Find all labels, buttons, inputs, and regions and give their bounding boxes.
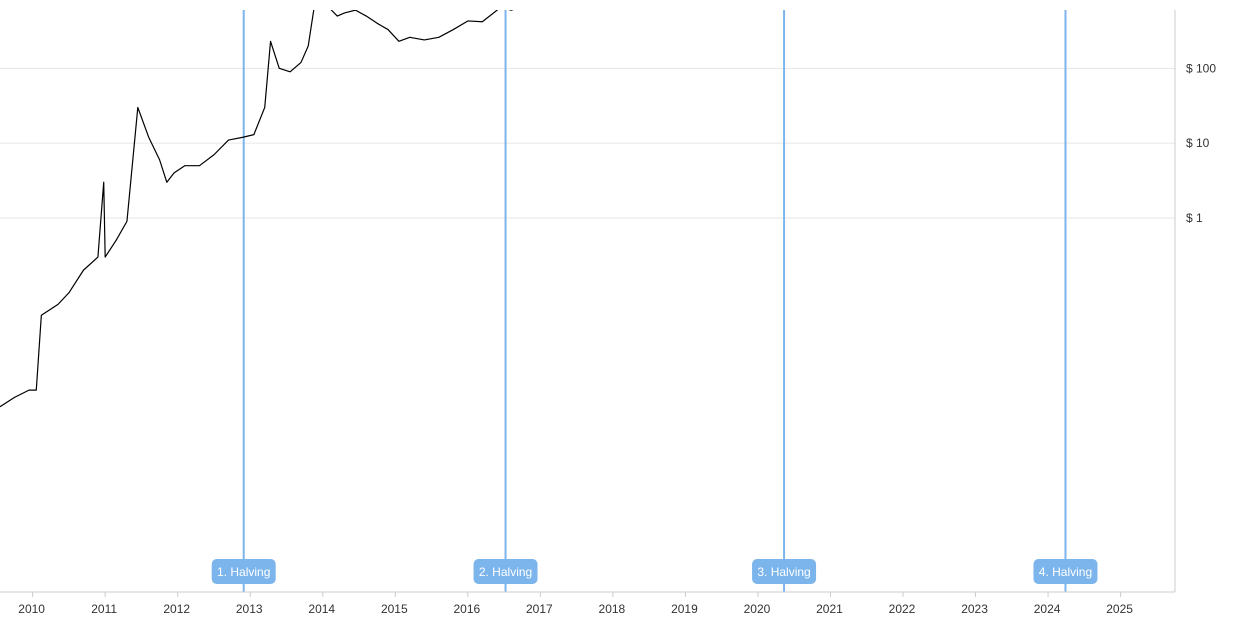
halving-label-box	[752, 559, 817, 584]
x-tick-label: 2025	[1106, 602, 1133, 616]
x-tick-label: 2015	[381, 602, 408, 616]
x-tick-label: 2017	[526, 602, 553, 616]
halving-label: 1. Halving	[217, 565, 270, 579]
price-line	[0, 10, 514, 408]
x-tick-label: 2011	[91, 602, 117, 616]
x-tick-label: 2019	[671, 602, 698, 616]
x-tick-label: 2012	[163, 602, 190, 616]
y-tick-label: $ 100	[1186, 61, 1216, 75]
x-tick-label: 2023	[961, 602, 988, 616]
x-tick-label: 2010	[18, 602, 45, 616]
x-tick-label: 2013	[236, 602, 263, 616]
x-tick-label: 2016	[453, 602, 480, 616]
y-tick-label: $ 1	[1186, 211, 1203, 225]
halving-label: 4. Halving	[1039, 565, 1092, 579]
y-tick-label: $ 10	[1186, 136, 1210, 150]
x-tick-label: 2024	[1034, 602, 1061, 616]
x-tick-label: 2018	[599, 602, 626, 616]
halving-label-box	[473, 559, 538, 584]
price-series	[0, 10, 514, 408]
halving-lines: 1. Halving 2. Halving 3. Halving 4. Halving	[211, 10, 1098, 592]
x-tick-label: 2022	[889, 602, 916, 616]
x-tick-label: 2021	[816, 602, 843, 616]
halving-label-box	[211, 559, 276, 584]
x-tick-label: 2014	[308, 602, 335, 616]
grid	[0, 67, 1175, 219]
y-tick-label: $ 1000	[1186, 0, 1223, 1]
x-tick-label: 2020	[744, 602, 771, 616]
halving-label: 3. Halving	[757, 565, 810, 579]
halving-label-box	[1033, 559, 1098, 584]
halving-label: 2. Halving	[479, 565, 532, 579]
